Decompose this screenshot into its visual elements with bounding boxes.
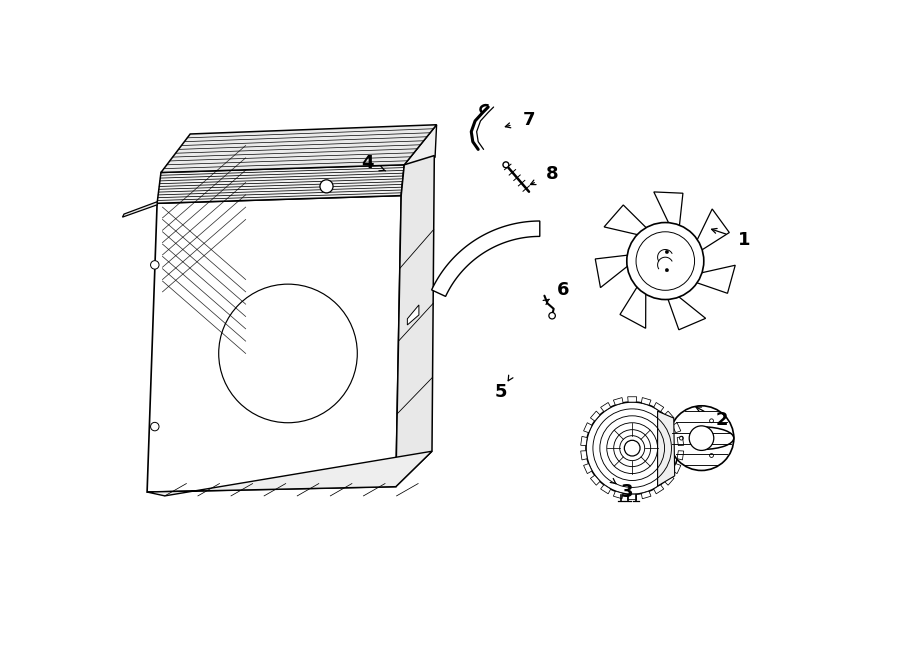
Circle shape	[150, 422, 159, 431]
Polygon shape	[161, 125, 436, 173]
Polygon shape	[653, 192, 683, 233]
Polygon shape	[672, 463, 680, 473]
Polygon shape	[580, 436, 587, 446]
Polygon shape	[401, 125, 436, 196]
Circle shape	[586, 402, 679, 494]
Text: 2: 2	[716, 411, 728, 430]
Circle shape	[320, 180, 333, 193]
Polygon shape	[689, 265, 735, 293]
Polygon shape	[664, 411, 674, 421]
Circle shape	[689, 426, 714, 450]
Circle shape	[549, 313, 555, 319]
Polygon shape	[408, 305, 418, 325]
Polygon shape	[583, 463, 592, 473]
Polygon shape	[665, 291, 706, 330]
Polygon shape	[614, 397, 623, 405]
Polygon shape	[595, 254, 635, 288]
Circle shape	[636, 232, 695, 290]
Polygon shape	[677, 436, 684, 446]
Polygon shape	[672, 423, 680, 433]
Polygon shape	[604, 205, 652, 237]
Polygon shape	[642, 491, 651, 499]
Polygon shape	[158, 165, 404, 204]
Circle shape	[665, 251, 669, 254]
Polygon shape	[653, 485, 664, 494]
Polygon shape	[590, 475, 600, 485]
Polygon shape	[627, 494, 636, 500]
Text: 8: 8	[545, 165, 558, 183]
Text: 5: 5	[495, 383, 508, 401]
Polygon shape	[614, 491, 623, 499]
Polygon shape	[147, 196, 401, 492]
Polygon shape	[432, 221, 540, 296]
Circle shape	[625, 440, 640, 456]
Polygon shape	[147, 451, 432, 496]
Polygon shape	[627, 397, 636, 402]
Polygon shape	[583, 423, 592, 433]
Polygon shape	[677, 451, 684, 460]
Polygon shape	[600, 485, 611, 494]
Polygon shape	[600, 403, 611, 412]
Polygon shape	[664, 475, 674, 485]
Polygon shape	[658, 411, 675, 486]
Polygon shape	[653, 403, 664, 412]
Circle shape	[665, 268, 669, 272]
Polygon shape	[396, 155, 435, 486]
Circle shape	[626, 223, 704, 299]
Text: 6: 6	[556, 280, 569, 299]
Polygon shape	[642, 397, 651, 405]
Text: 3: 3	[621, 483, 633, 501]
Polygon shape	[122, 202, 158, 217]
Text: 1: 1	[738, 231, 751, 249]
Polygon shape	[590, 411, 600, 421]
Text: 7: 7	[523, 111, 536, 129]
Polygon shape	[620, 280, 646, 329]
Polygon shape	[693, 209, 729, 254]
Circle shape	[503, 162, 508, 168]
Circle shape	[150, 260, 159, 269]
Polygon shape	[580, 451, 587, 460]
Circle shape	[669, 406, 734, 471]
Text: 4: 4	[361, 154, 374, 173]
